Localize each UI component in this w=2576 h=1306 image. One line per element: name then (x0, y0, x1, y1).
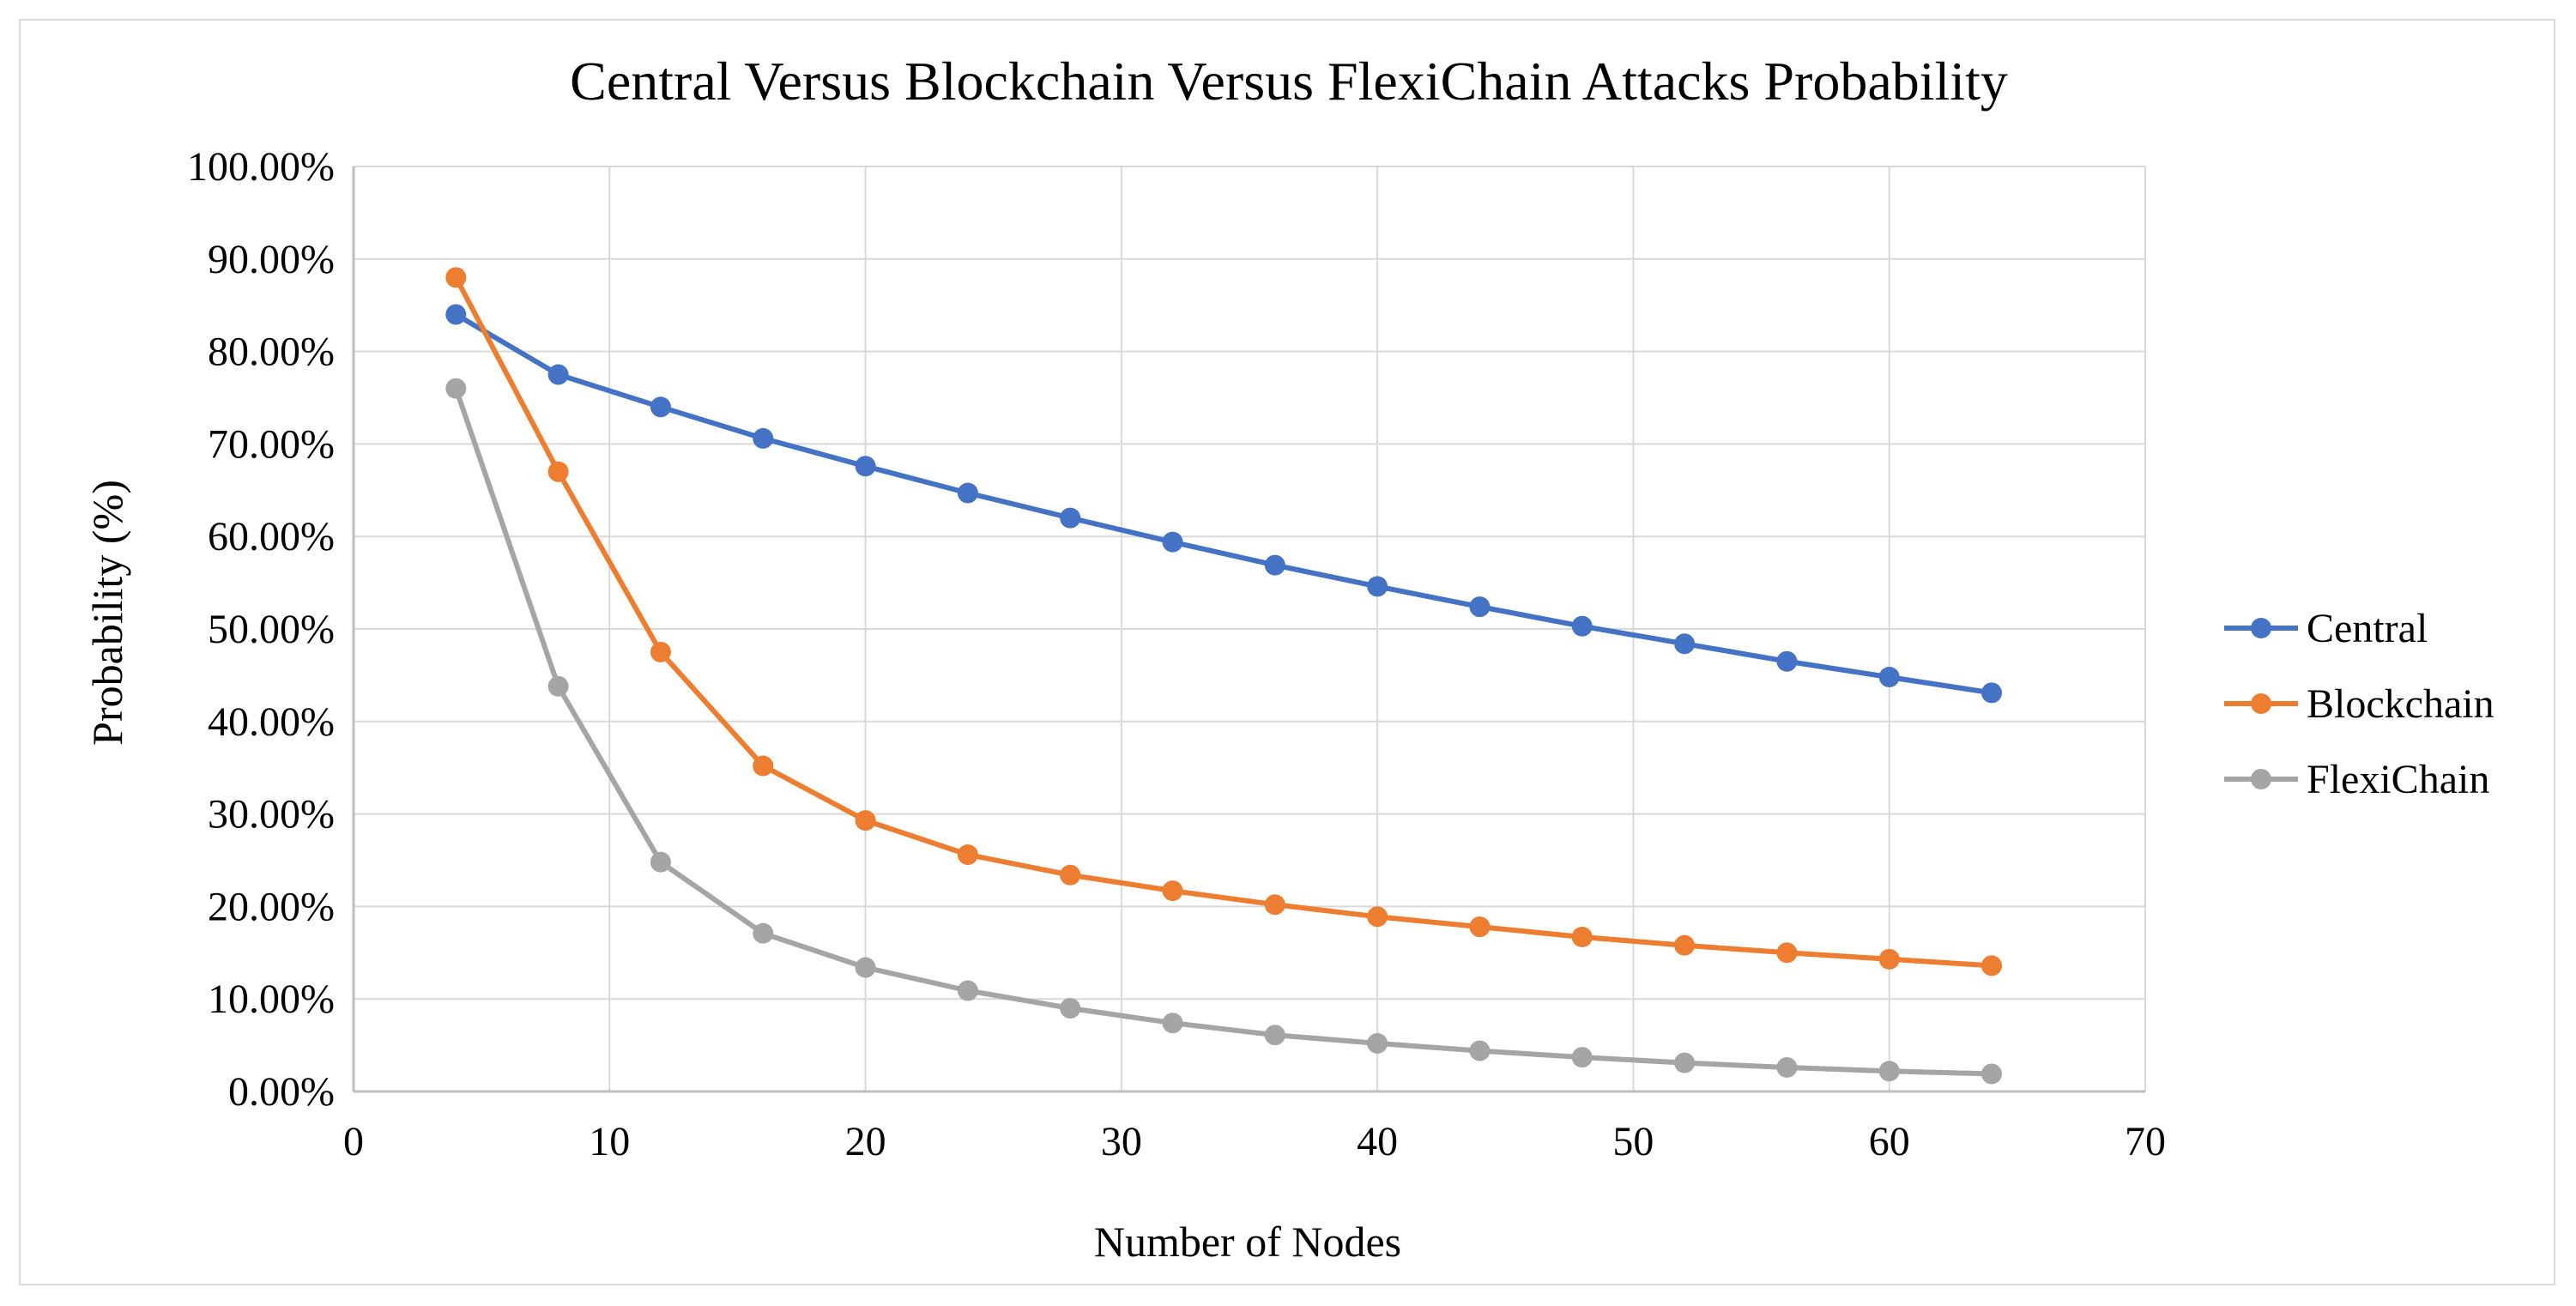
data-point-blockchain (1981, 955, 2003, 976)
legend-label-blockchain: Blockchain (2307, 681, 2494, 727)
chart: Central Versus Blockchain Versus FlexiCh… (83, 51, 2494, 1266)
y-tick-label: 30.00% (208, 792, 335, 837)
data-point-blockchain (445, 267, 467, 288)
series (445, 267, 2003, 1085)
data-point-flexichain (1264, 1025, 1285, 1046)
data-point-blockchain (1060, 864, 1081, 886)
data-point-central (1674, 633, 1696, 655)
legend-marker-flexichain (2251, 769, 2271, 789)
x-tick-label: 50 (1612, 1119, 1654, 1164)
data-point-blockchain (547, 461, 569, 482)
y-axis-title: Probability (%) (83, 480, 131, 746)
data-point-blockchain (1367, 906, 1388, 928)
data-point-central (445, 304, 467, 325)
data-point-flexichain (547, 675, 569, 697)
data-point-central (1469, 596, 1491, 618)
x-axis-title: Number of Nodes (1094, 1218, 1401, 1266)
data-point-central (1060, 507, 1081, 529)
x-tick-label: 0 (343, 1119, 364, 1164)
data-point-central (957, 482, 978, 504)
legend-marker-blockchain (2251, 693, 2271, 714)
chart-title: Central Versus Blockchain Versus FlexiCh… (570, 51, 2008, 112)
axes (352, 166, 2145, 1093)
x-tick-label: 60 (1869, 1119, 1910, 1164)
series-line-flexichain (453, 385, 1994, 1077)
data-point-flexichain (1571, 1047, 1593, 1068)
data-point-central (753, 427, 774, 449)
data-point-flexichain (855, 957, 876, 978)
data-point-flexichain (1469, 1040, 1491, 1061)
data-point-blockchain (1878, 948, 1900, 970)
data-point-central (1571, 615, 1593, 637)
data-point-blockchain (753, 755, 774, 777)
data-point-flexichain (1162, 1013, 1183, 1034)
data-point-blockchain (1674, 934, 1696, 956)
data-point-central (1776, 650, 1798, 672)
data-point-central (1878, 667, 1900, 688)
y-tick-label: 60.00% (208, 514, 335, 559)
x-tick-label: 20 (845, 1119, 886, 1164)
data-point-blockchain (1571, 926, 1593, 947)
y-tick-label: 80.00% (208, 330, 335, 375)
y-tick-label: 50.00% (208, 607, 335, 652)
x-tick-label: 40 (1357, 1119, 1398, 1164)
data-point-blockchain (1264, 894, 1285, 916)
series-line-central (453, 311, 1994, 696)
y-tick-label: 100.00% (187, 144, 335, 190)
legend-label-central: Central (2307, 606, 2428, 651)
data-point-central (650, 396, 671, 418)
tick-labels: 0.00% 10.00% 20.00% 30.00% 40.00% 50.00% 60.00… (187, 144, 2166, 1164)
gridlines (353, 166, 2146, 1092)
legend-marker-central (2251, 618, 2271, 638)
data-point-central (1264, 554, 1285, 576)
y-tick-label: 90.00% (208, 237, 335, 282)
y-tick-label: 10.00% (208, 976, 335, 1022)
data-point-flexichain (1367, 1032, 1388, 1054)
data-point-flexichain (650, 851, 671, 873)
data-point-flexichain (1878, 1061, 1900, 1082)
series-line-blockchain (453, 275, 1994, 969)
legend-label-flexichain: FlexiChain (2307, 757, 2489, 802)
data-point-flexichain (753, 922, 774, 944)
data-point-blockchain (1469, 916, 1491, 938)
data-point-flexichain (1060, 997, 1081, 1019)
x-tick-label: 10 (589, 1119, 630, 1164)
data-point-flexichain (1776, 1056, 1798, 1078)
data-point-blockchain (1162, 880, 1183, 902)
x-tick-label: 70 (2125, 1119, 2166, 1164)
data-point-blockchain (855, 810, 876, 831)
y-tick-label: 20.00% (208, 884, 335, 929)
data-point-flexichain (1981, 1063, 2003, 1085)
data-point-blockchain (1776, 942, 1798, 964)
data-point-flexichain (957, 980, 978, 1001)
data-point-central (855, 456, 876, 477)
y-tick-label: 70.00% (208, 421, 335, 467)
data-point-flexichain (445, 378, 467, 399)
data-point-blockchain (650, 641, 671, 662)
data-point-central (1981, 682, 2003, 704)
x-tick-label: 30 (1101, 1119, 1142, 1164)
chart-frame: Central Versus Blockchain Versus FlexiCh… (19, 19, 2555, 1285)
y-tick-label: 40.00% (208, 699, 335, 745)
data-point-central (1162, 531, 1183, 553)
y-tick-label: 0.00% (228, 1069, 335, 1115)
legend: Central Blockchain FlexiChain (2224, 606, 2494, 802)
data-point-central (547, 364, 569, 385)
data-point-blockchain (957, 844, 978, 866)
data-point-flexichain (1674, 1052, 1696, 1073)
data-point-central (1367, 576, 1388, 597)
